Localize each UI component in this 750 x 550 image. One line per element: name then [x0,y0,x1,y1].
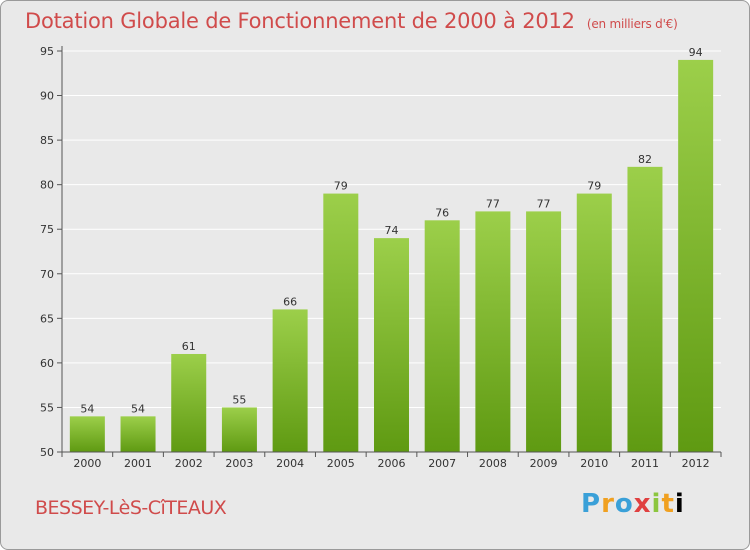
y-tick-label: 85 [40,134,54,147]
x-tick-label: 2008 [479,457,507,470]
logo-letter: P [581,489,602,519]
y-tick-label: 50 [40,446,54,459]
value-label: 66 [283,295,297,308]
y-tick-label: 70 [40,268,54,281]
commune-name: BESSEY-LèS-CîTEAUX [35,497,227,519]
bar [576,193,612,453]
x-tick-label: 2005 [327,457,355,470]
y-tick-label: 65 [40,312,54,325]
x-tick-label: 2012 [682,457,710,470]
value-label: 61 [182,340,196,353]
logo-letter: r [601,489,615,519]
proxiti-logo: Proxiti [581,489,685,519]
value-label: 76 [435,206,449,219]
value-label: 79 [587,180,601,193]
x-tick-label: 2007 [428,457,456,470]
x-tick-label: 2011 [631,457,659,470]
logo-letter: i [651,489,662,519]
x-tick-label: 2003 [225,457,253,470]
value-label: 55 [232,393,246,406]
value-label: 82 [638,153,652,166]
x-tick-label: 2004 [276,457,304,470]
logo-letter: o [614,489,634,519]
bar [374,238,409,452]
logo-letter: x [633,489,652,519]
chart-subtitle: (en milliers d'€) [586,17,678,31]
x-tick-label: 2006 [378,457,406,470]
bar [221,407,257,452]
bar [323,193,359,453]
bar [627,166,663,452]
bar [424,220,460,452]
x-tick-label: 2009 [530,457,558,470]
bar [526,211,562,452]
logo-letter: t [661,489,675,519]
bar [69,416,105,452]
value-label: 54 [131,402,145,415]
value-label: 79 [334,180,348,193]
chart-title: Dotation Globale de Fonctionnement de 20… [25,9,678,33]
y-tick-label: 80 [40,179,54,192]
bar [475,211,511,452]
bar [171,353,207,452]
value-label: 54 [80,402,94,415]
x-tick-label: 2010 [580,457,608,470]
y-tick-label: 55 [40,401,54,414]
value-label: 77 [537,197,551,210]
y-tick-label: 75 [40,223,54,236]
y-tick-label: 60 [40,357,54,370]
bar [272,309,308,452]
bar-chart: 50 55 60 65 70 75 80 85 90 95 54 2000 54 2001 61 2002 55… [40,45,722,470]
y-tick-label: 90 [40,90,54,103]
bar [120,416,156,452]
bar [678,59,714,453]
x-tick-label: 2002 [175,457,203,470]
y-tick-label: 95 [40,45,54,58]
x-tick-label: 2000 [73,457,101,470]
value-label: 74 [385,224,399,237]
logo-letter: i [674,489,685,519]
value-label: 94 [689,46,703,59]
x-tick-label: 2001 [124,457,152,470]
chart-title-text: Dotation Globale de Fonctionnement de 20… [25,9,575,33]
value-label: 77 [486,197,500,210]
